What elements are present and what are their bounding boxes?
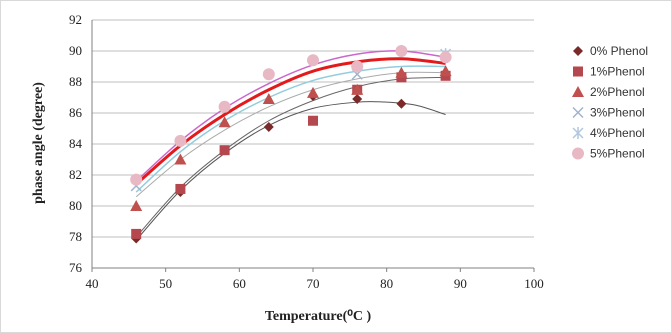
point-2-phenol xyxy=(307,86,319,98)
y-tick-label: 92 xyxy=(69,12,82,27)
legend-label-3-phenol: 3%Phenol xyxy=(590,106,645,120)
x-axis-title: Temperature(⁰C ) xyxy=(265,309,372,324)
y-tick-label: 76 xyxy=(69,260,83,275)
point-2-phenol xyxy=(351,83,364,95)
point-1-phenol xyxy=(219,145,230,156)
legend-marker-0-phenol xyxy=(573,46,583,56)
point-5-phenol xyxy=(130,173,143,186)
point-5-phenol xyxy=(174,134,187,147)
x-tick-label: 70 xyxy=(307,276,320,291)
point-1-phenol xyxy=(175,183,186,194)
y-tick-label: 84 xyxy=(69,136,83,151)
point-2-phenol xyxy=(395,66,408,78)
x-tick-label: 60 xyxy=(233,276,246,291)
y-tick-label: 90 xyxy=(69,43,82,58)
x-tick-label: 100 xyxy=(524,276,544,291)
point-0-phenol xyxy=(352,94,363,105)
x-tick-label: 50 xyxy=(159,276,172,291)
y-tick-label: 88 xyxy=(69,74,82,89)
point-5-phenol xyxy=(395,45,408,57)
legend-marker-2-phenol xyxy=(572,86,584,97)
point-5-phenol xyxy=(351,60,364,73)
axes: 76 78 80 82 84 86 88 90 92 40 50 60 70 80 90 100 xyxy=(69,12,544,291)
trendline-3-phenol xyxy=(135,65,446,193)
legend-label-2-phenol: 2%Phenol xyxy=(590,85,645,99)
trendline-0-phenol xyxy=(135,101,446,241)
point-2-phenol xyxy=(262,93,275,105)
point-2-phenol xyxy=(130,200,143,211)
x-tick-label: 80 xyxy=(380,276,393,291)
y-tick-label: 82 xyxy=(69,167,82,182)
point-2-phenol xyxy=(174,153,187,165)
point-2-phenol xyxy=(218,116,231,128)
legend-label-1-phenol: 1%Phenol xyxy=(590,65,645,79)
legend-label-5-phenol: 5%Phenol xyxy=(590,147,645,161)
legend-label-0-phenol: 0% Phenol xyxy=(590,44,648,58)
legend-marker-4-phenol xyxy=(572,127,584,139)
legend-marker-3-phenol xyxy=(572,106,584,119)
legend-marker-3-phenol-stroke xyxy=(572,106,584,119)
point-5-phenol xyxy=(439,51,452,64)
y-axis-title: phase angle (degree) xyxy=(31,82,46,204)
trendline-2-phenol xyxy=(135,71,446,198)
y-tick-label: 78 xyxy=(69,229,82,244)
point-5-phenol xyxy=(307,54,319,67)
legend-marker-1-phenol xyxy=(573,66,583,77)
legend-label-4-phenol: 4%Phenol xyxy=(590,126,645,140)
point-2-phenol xyxy=(439,65,452,77)
point-0-phenol xyxy=(263,121,274,132)
y-tick-label: 80 xyxy=(69,198,82,213)
point-5-phenol xyxy=(218,100,231,113)
x-tick-label: 90 xyxy=(454,276,467,291)
point-5-phenol xyxy=(262,68,275,81)
data-markers xyxy=(130,45,452,244)
point-1-phenol xyxy=(131,228,142,239)
y-tick-label: 86 xyxy=(69,105,83,120)
point-0-phenol xyxy=(396,98,407,109)
legend-marker-5-phenol xyxy=(572,147,584,160)
legend: 0% Phenol 1%Phenol 2%Phenol 3%Phenol 4%Pheno… xyxy=(572,44,648,161)
point-1-phenol xyxy=(308,115,318,126)
x-tick-label: 40 xyxy=(86,276,99,291)
